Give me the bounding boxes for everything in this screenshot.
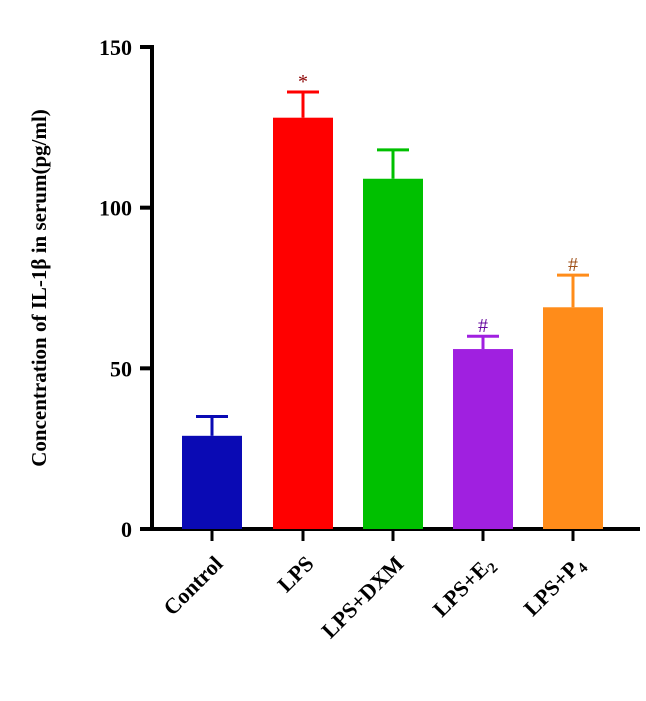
bar-3 <box>453 349 513 529</box>
y-axis-label: Concentration of IL-1β in serum(pg/ml) <box>27 109 51 467</box>
x-tick-label: LPS+E2 <box>428 551 502 625</box>
x-tick-label: LPS+DXM <box>316 551 408 643</box>
bar-1 <box>273 117 333 530</box>
y-tick-label: 0 <box>121 517 132 542</box>
significance-mark: * <box>298 71 308 93</box>
y-tick-label: 50 <box>110 356 132 381</box>
y-tick-label: 100 <box>99 196 132 221</box>
error-bars-group <box>196 90 589 436</box>
x-tick-label: Control <box>158 551 227 620</box>
annotations-group: * # # <box>298 71 578 337</box>
x-tick-label: LPS+P4 <box>519 551 592 624</box>
bar-4 <box>543 307 603 529</box>
bar-0 <box>182 435 242 529</box>
bars-group <box>182 117 603 530</box>
bar-2 <box>363 178 423 529</box>
significance-mark: # <box>568 254 578 276</box>
x-tick-label: LPS <box>272 551 318 597</box>
significance-mark: # <box>478 315 488 337</box>
y-ticks-group: 0 50 100 150 <box>99 35 152 542</box>
y-tick-label: 150 <box>99 35 132 60</box>
